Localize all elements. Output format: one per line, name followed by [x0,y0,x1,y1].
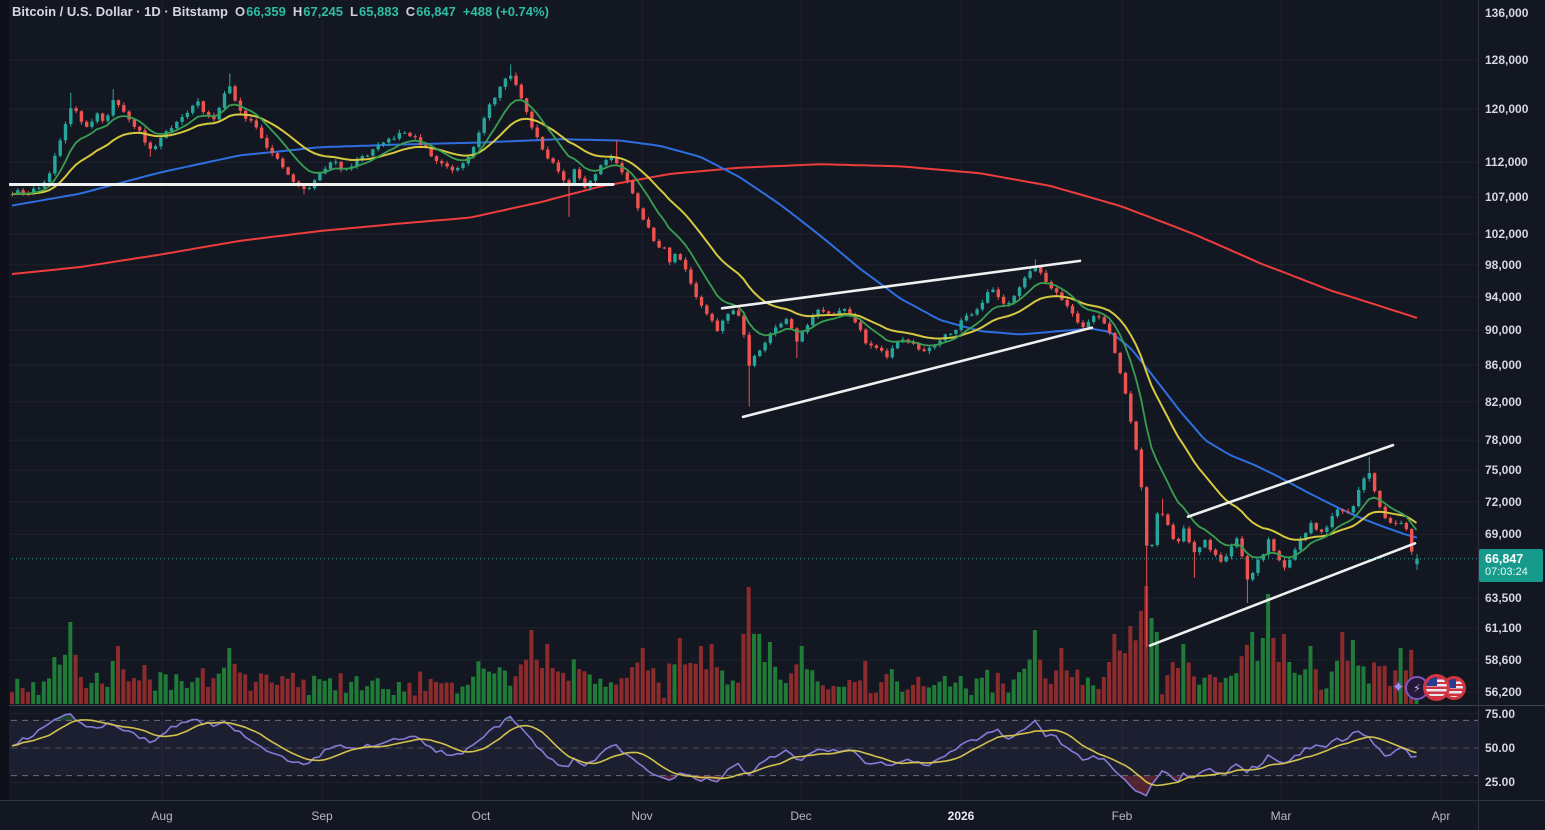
time-axis-label-sep: Sep [311,809,333,823]
low-value: L 65,883 [350,4,399,19]
symbol-title[interactable]: Bitcoin / U.S. Dollar · 1D · Bitstamp [12,4,228,19]
price-axis-label: 107,000 [1485,190,1529,204]
change-value: +488 (+0.74%) [462,4,549,19]
price-axis-label: 58,600 [1485,653,1522,667]
price-axis-label: 112,000 [1485,155,1528,169]
time-axis-label-2026: 2026 [947,809,975,823]
price-axis[interactable]: 66,847 07:03:24 136,000 128,000 120,000 112… [1478,0,1545,800]
pane-left-edge [0,0,9,800]
price-axis-label: 90,000 [1485,323,1522,337]
symbol-icons: ⚡ ✦ [1392,670,1478,704]
high-value: H 67,245 [292,4,344,19]
time-axis-label-feb: Feb [1111,809,1133,823]
price-axis-label: 78,000 [1485,433,1522,447]
price-axis-label: 72,000 [1485,495,1522,509]
price-axis-label: 136,000 [1485,6,1529,20]
last-price: 66,847 [1485,552,1524,566]
price-axis-label: 128,000 [1485,53,1529,67]
price-axis-label: 63,500 [1485,591,1522,605]
time-axis[interactable]: Aug Sep Oct Nov Dec 2026 Feb Mar Apr [0,800,1545,830]
symbol-header[interactable]: Bitcoin / U.S. Dollar · 1D · Bitstamp O … [12,4,549,19]
time-axis-label-nov: Nov [631,809,653,823]
price-axis-label: 98,000 [1485,258,1522,272]
close-value: C 66,847 [405,4,456,19]
time-axis-label-apr: Apr [1431,809,1451,823]
rsi-axis-label: 50.00 [1485,741,1516,755]
price-axis-label: 56,200 [1485,685,1522,699]
price-axis-label: 82,000 [1485,395,1522,409]
time-axis-label-oct: Oct [471,809,491,823]
price-axis-label: 86,000 [1485,358,1522,372]
bar-countdown: 07:03:24 [1485,566,1528,578]
us-flag-coin-icon [1423,674,1450,701]
time-axis-label-dec: Dec [790,809,812,823]
price-axis-label: 61,100 [1485,621,1522,635]
time-axis-label-aug: Aug [151,809,173,823]
price-axis-label: 75,000 [1485,463,1522,477]
rsi-axis-label: 75.00 [1485,707,1516,721]
time-axis-label-mar: Mar [1270,809,1292,823]
last-price-badge: 66,847 07:03:24 [1479,549,1543,582]
price-axis-label: 69,000 [1485,527,1522,541]
rsi-axis-label: 25.00 [1485,775,1516,789]
sparkle-icon: ✦ [1392,679,1405,696]
price-axis-label: 102,000 [1485,227,1529,241]
price-axis-label: 120,000 [1485,102,1529,116]
price-axis-label: 94,000 [1485,290,1522,304]
open-value: O 66,359 [234,4,286,19]
